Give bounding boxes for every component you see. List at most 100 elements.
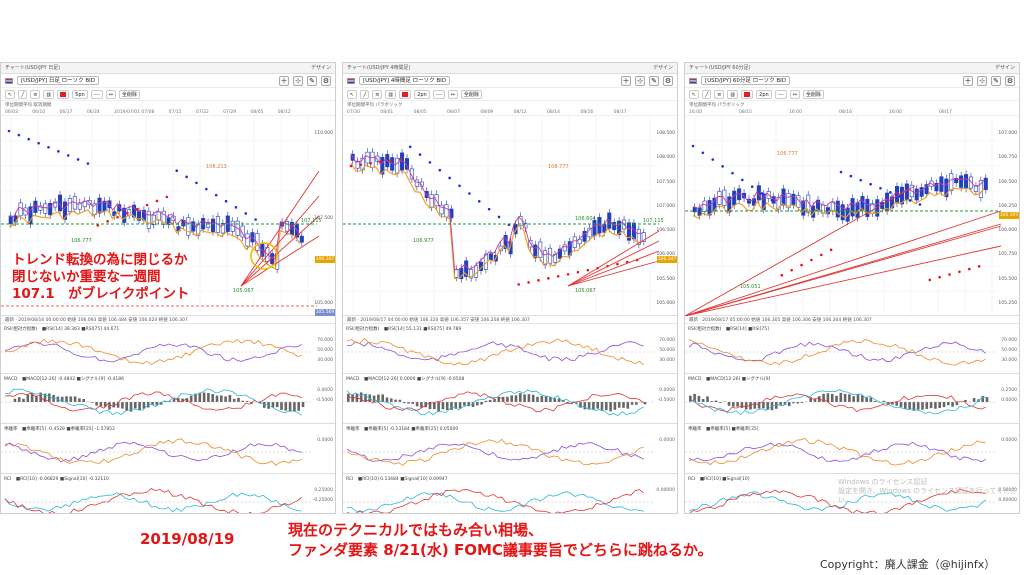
ohlc-info: 最新 · 2019/08/17 05:00:00 始値 106.305 高値 1…: [685, 316, 1019, 324]
macd-histogram-bar: [762, 402, 765, 409]
candle-body: [641, 232, 646, 242]
parabolic-sar-dot: [116, 215, 119, 219]
macd-histogram-bar: [925, 402, 929, 409]
settings-icon[interactable]: ⚙: [1005, 75, 1015, 86]
candle-body: [43, 203, 48, 214]
crosshair-icon[interactable]: ⊹: [635, 75, 645, 86]
plus-icon[interactable]: ＋: [963, 75, 973, 86]
candle-body: [702, 200, 707, 212]
fib-tool-icon[interactable]: ≡: [714, 89, 725, 99]
pen-icon[interactable]: ✎: [649, 75, 659, 86]
design-link[interactable]: デザイン: [310, 65, 331, 71]
rci-pane[interactable]: RCI ■RCI[10] ■Signal[10] 0.50000 0.00000: [685, 474, 1019, 513]
line-arrow-select[interactable]: ↔: [789, 89, 800, 99]
price-chart[interactable]: 107.000 106.750 106.500 106.250 106.000 105.7…: [685, 116, 1019, 316]
cursor-icon[interactable]: ↖: [5, 89, 16, 99]
macd-histogram-bar: [921, 402, 924, 410]
line-tool-icon[interactable]: ╱: [702, 89, 712, 99]
macd-histogram-bar: [557, 398, 561, 402]
parabolic-sar-dot: [47, 145, 50, 149]
clear-all-button[interactable]: 全削除: [460, 89, 482, 99]
macd-histogram-bar: [99, 402, 103, 407]
settings-icon[interactable]: ⚙: [321, 75, 331, 86]
time-tick-label: 08/16: [580, 110, 594, 115]
parabolic-sar-dot: [556, 274, 560, 278]
rsi-line: [688, 341, 986, 363]
symbol-select[interactable]: [USD/JPY] 4時間足 ローソク BID: [359, 76, 450, 85]
macd-histogram-bar: [732, 402, 735, 407]
macd-histogram-bar: [26, 394, 30, 402]
symbol-select[interactable]: [USD/JPY] 60分足 ローソク BID: [701, 76, 790, 85]
deviation-axis: 0.0000: [997, 424, 1019, 474]
line-width-select[interactable]: 5pn: [72, 89, 88, 99]
parabolic-sar-dot: [938, 275, 941, 279]
macd-histogram-bar: [689, 395, 692, 402]
price-tick-label: 106.000: [656, 252, 675, 258]
parabolic-sar-dot: [399, 157, 402, 161]
indicator-tick-label: 50.000: [659, 348, 675, 353]
line-style-select[interactable]: ┄┄: [774, 89, 787, 99]
pen-icon[interactable]: ✎: [991, 75, 1001, 86]
candle-body: [978, 180, 983, 198]
deviation-pane[interactable]: 乖離率 ■乖離率[5] -0.4529 ■乖離率[25] -1.57852 0.0…: [1, 424, 335, 474]
color-picker[interactable]: [741, 89, 754, 99]
rci-values: ■RCI[10] 0.13484 ■Signal[10] 0.09947: [357, 477, 448, 482]
line-width-select[interactable]: 2pn: [756, 89, 772, 99]
macd-histogram-bar: [714, 400, 718, 402]
clear-all-button[interactable]: 全削除: [802, 89, 824, 99]
color-picker[interactable]: [399, 89, 412, 99]
macd-histogram-bar: [553, 398, 556, 402]
candle-type-icon[interactable]: ▥: [43, 89, 55, 99]
time-tick-label: 06/10: [32, 110, 46, 115]
macd-pane[interactable]: MACD ■MACD[12-26] 0.0000 ■シグナル[9] -0.050…: [343, 374, 677, 424]
drawing-toolbar: ↖ ╱ ≡ ▥ 2pn ┄┄ ↔ 全削除: [685, 88, 1019, 101]
candle-type-icon[interactable]: ▥: [385, 89, 397, 99]
plus-icon[interactable]: ＋: [621, 75, 631, 86]
line-width-select[interactable]: 2pn: [414, 89, 430, 99]
crosshair-icon[interactable]: ⊹: [293, 75, 303, 86]
clear-all-button[interactable]: 全削除: [118, 89, 140, 99]
line-arrow-select[interactable]: ↔: [447, 89, 458, 99]
plus-icon[interactable]: ＋: [279, 75, 289, 86]
fib-tool-icon[interactable]: ≡: [30, 89, 41, 99]
rsi-pane[interactable]: RSI(相対力指数) ■RSI[14] 38.363 ■RSI[75] 44.6…: [1, 324, 335, 374]
candle-body: [370, 151, 375, 168]
macd-histogram-bar: [142, 402, 146, 409]
rci-pane[interactable]: RCI ■RCI[10] -0.06829 ■Signal[10] -0.321…: [1, 474, 335, 513]
footer-commentary: 現在のテクニカルではもみ合い相場、 ファンダ要素 8/21(水) FOMC議事要…: [288, 520, 713, 560]
deviation-pane[interactable]: 乖離率 ■乖離率[5] ■乖離率[25] 0.0000: [685, 424, 1019, 474]
line-arrow-select[interactable]: ↔: [105, 89, 116, 99]
rci-pane[interactable]: RCI ■RCI[10] 0.13484 ■Signal[10] 0.09947…: [343, 474, 677, 513]
deviation-pane[interactable]: 乖離率 ■乖離率[5] -0.13184 ■乖離率[25] 0.05000 0.0…: [343, 424, 677, 474]
price-chart[interactable]: 108.500 108.000 107.500 107.000 106.500 106.0…: [343, 116, 677, 316]
macd-pane[interactable]: MACD ■MACD[12-26] -0.4842 ■シグナル[9] -0.41…: [1, 374, 335, 424]
rsi-pane[interactable]: RSI(相対力指数) ■RSI[14] 55.131 ■RSI[75] 49.7…: [343, 324, 677, 374]
macd-histogram-bar: [35, 396, 38, 402]
candle-type-icon[interactable]: ▥: [727, 89, 739, 99]
parabolic-sar-dot: [800, 263, 803, 267]
line-tool-icon[interactable]: ╱: [360, 89, 370, 99]
line-style-select[interactable]: ┄┄: [432, 89, 445, 99]
rsi-pane[interactable]: RSI(相対力指数) ■RSI[14] ■RSI[75] 70.000 50.000…: [685, 324, 1019, 374]
line-style-select[interactable]: ┄┄: [90, 89, 103, 99]
macd-histogram-bar: [411, 402, 415, 404]
macd-pane[interactable]: MACD ■MACD[12-26] ■シグナル[9] 0.2500 0.0000: [685, 374, 1019, 424]
fib-tool-icon[interactable]: ≡: [372, 89, 383, 99]
symbol-select[interactable]: [USD/JPY] 日足 ローソク BID: [17, 76, 99, 85]
trend-line: [567, 240, 660, 287]
cursor-icon[interactable]: ↖: [689, 89, 700, 99]
color-picker[interactable]: [57, 89, 70, 99]
design-link[interactable]: デザイン: [994, 65, 1015, 71]
pen-icon[interactable]: ✎: [307, 75, 317, 86]
rci-line: [688, 491, 986, 512]
rci-axis: 0.00000: [655, 474, 677, 513]
parabolic-sar-dot: [135, 207, 139, 211]
macd-histogram-bar: [813, 399, 817, 402]
cursor-icon[interactable]: ↖: [347, 89, 358, 99]
settings-icon[interactable]: ⚙: [663, 75, 673, 86]
price-chart[interactable]: 110.000 107.500 105.000 106.307 105.569 108.2…: [1, 116, 335, 316]
design-link[interactable]: デザイン: [652, 65, 673, 71]
line-tool-icon[interactable]: ╱: [18, 89, 28, 99]
crosshair-icon[interactable]: ⊹: [977, 75, 987, 86]
candle-body: [429, 194, 434, 208]
